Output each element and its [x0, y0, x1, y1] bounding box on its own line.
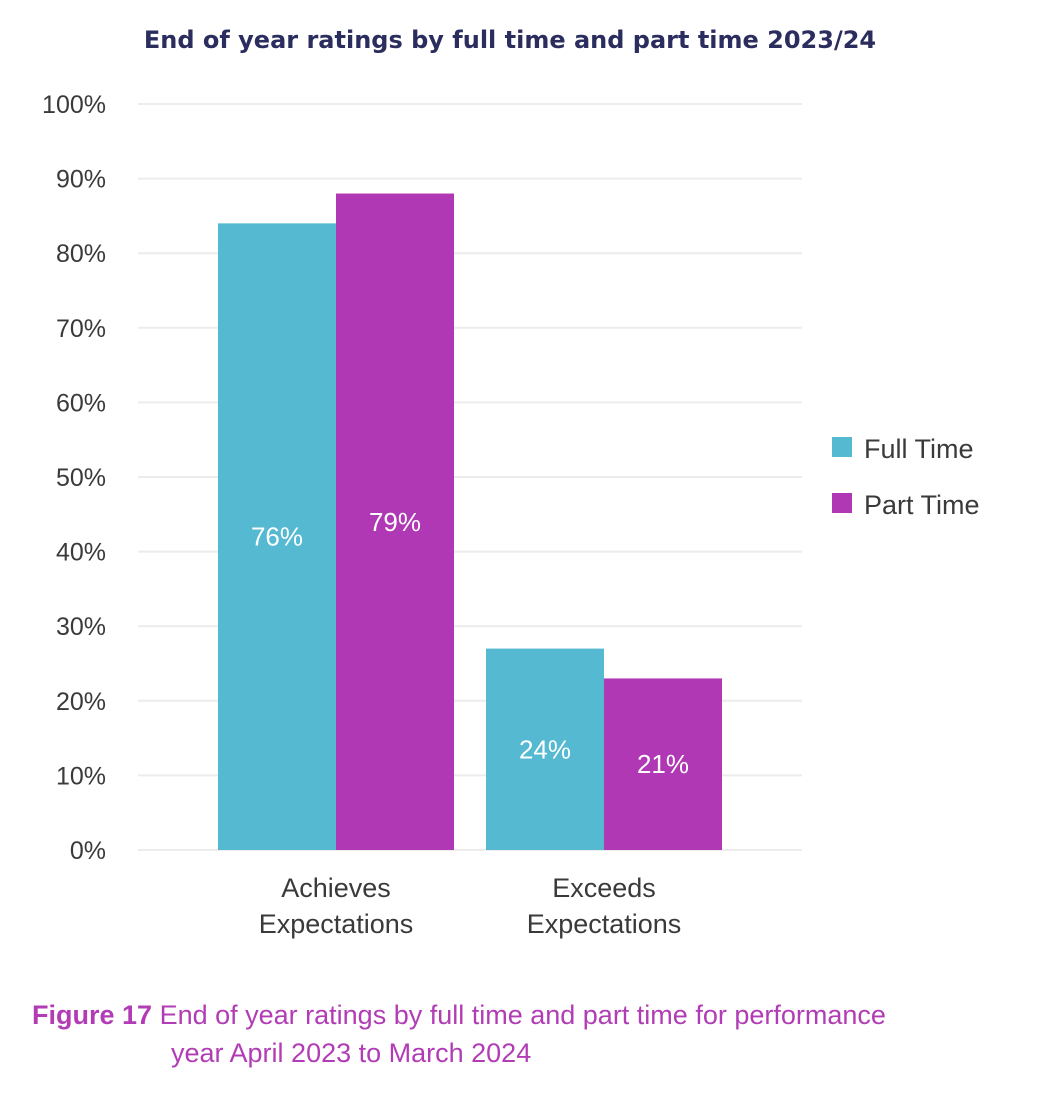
chart-title: End of year ratings by full time and par… [143, 26, 877, 54]
x-category-label: Expectations [527, 909, 682, 939]
y-tick-label: 80% [56, 240, 106, 268]
bars [218, 193, 722, 851]
data-label: 24% [519, 734, 571, 764]
y-tick-label: 90% [56, 166, 106, 194]
y-tick-label: 100% [42, 91, 106, 119]
y-tick-label: 50% [56, 464, 106, 492]
y-tick-label: 30% [56, 613, 106, 641]
y-axis-ticks: 0% 10% 20% 30% 40% 50% 60% 70% 80% 90% 100% [42, 91, 106, 865]
legend-swatch [832, 493, 852, 513]
data-labels: 76% 79% 24% 21% [251, 507, 689, 779]
y-tick-label: 20% [56, 688, 106, 716]
y-tick-label: 40% [56, 539, 106, 567]
legend-swatch [832, 437, 852, 457]
x-category-label: Expectations [259, 909, 414, 939]
bar [486, 648, 604, 850]
bar-chart: 0% 10% 20% 30% 40% 50% 60% 70% 80% 90% 100% 76% 79%… [42, 91, 980, 939]
legend-label: Part Time [864, 490, 980, 520]
caption-line-2: year April 2023 to March 2024 [171, 1038, 532, 1068]
legend: Full Time Part Time [832, 434, 980, 520]
caption-line-1: End of year ratings by full time and par… [159, 1000, 886, 1030]
x-category-label: Achieves [281, 873, 391, 903]
x-category-label: Exceeds [552, 873, 656, 903]
figure-caption: Figure 17 End of year ratings by full ti… [32, 996, 1022, 1072]
legend-label: Full Time [864, 434, 974, 464]
bar [336, 193, 454, 850]
data-label: 21% [637, 749, 689, 779]
data-label: 79% [369, 507, 421, 537]
bar [604, 678, 722, 850]
y-tick-label: 60% [56, 389, 106, 417]
y-tick-label: 0% [70, 837, 106, 865]
y-tick-label: 10% [56, 762, 106, 790]
figure-number: Figure 17 [32, 1000, 153, 1030]
bar [218, 223, 336, 851]
data-label: 76% [251, 522, 303, 552]
x-axis-categories: Achieves Expectations Exceeds Expectations [259, 873, 682, 939]
y-tick-label: 70% [56, 315, 106, 343]
